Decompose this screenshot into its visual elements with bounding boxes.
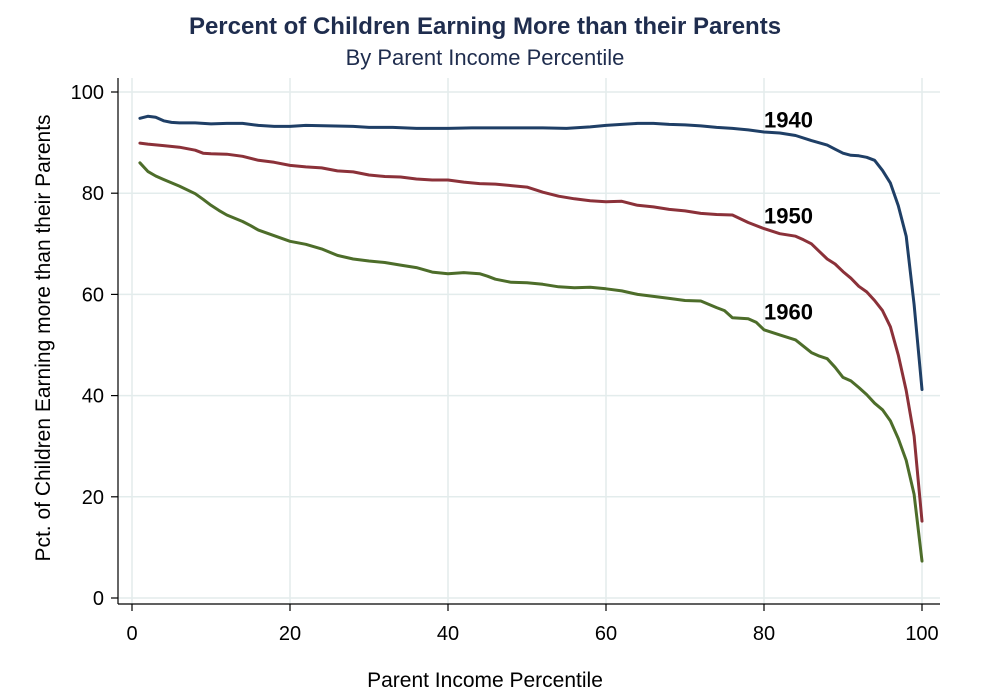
series-label-1940: 1940 xyxy=(764,107,813,132)
chart-subtitle: By Parent Income Percentile xyxy=(346,45,625,70)
x-tick-label: 40 xyxy=(437,623,459,645)
series-label-1960: 1960 xyxy=(764,300,813,325)
x-axis-label: Parent Income Percentile xyxy=(367,669,603,692)
y-tick-label: 0 xyxy=(93,588,104,610)
series-label-1950: 1950 xyxy=(764,204,813,229)
series-labels: 1940 1950 1960 xyxy=(764,107,813,324)
gridlines xyxy=(118,78,940,604)
y-tick-label: 20 xyxy=(82,487,104,509)
series-line-1960 xyxy=(138,161,924,563)
y-tick-label: 80 xyxy=(82,183,104,205)
x-tick-label: 0 xyxy=(126,623,137,645)
series-lines xyxy=(138,114,924,563)
y-tick-label: 60 xyxy=(82,284,104,306)
series-line-1940 xyxy=(138,114,924,391)
x-tick-label: 100 xyxy=(905,623,938,645)
x-tick-label: 80 xyxy=(753,623,775,645)
series-line-1950 xyxy=(138,141,924,523)
y-tick-label: 40 xyxy=(82,386,104,408)
x-tick-label: 20 xyxy=(279,623,301,645)
x-tick-label: 60 xyxy=(595,623,617,645)
y-tick-label: 100 xyxy=(71,82,104,104)
y-axis-label: Pct. of Children Earning more than their… xyxy=(32,114,55,561)
chart-title: Percent of Children Earning More than th… xyxy=(189,13,781,40)
axis-ticks: 0 20 40 60 80 100 0 20 40 60 80 100 xyxy=(71,82,939,645)
